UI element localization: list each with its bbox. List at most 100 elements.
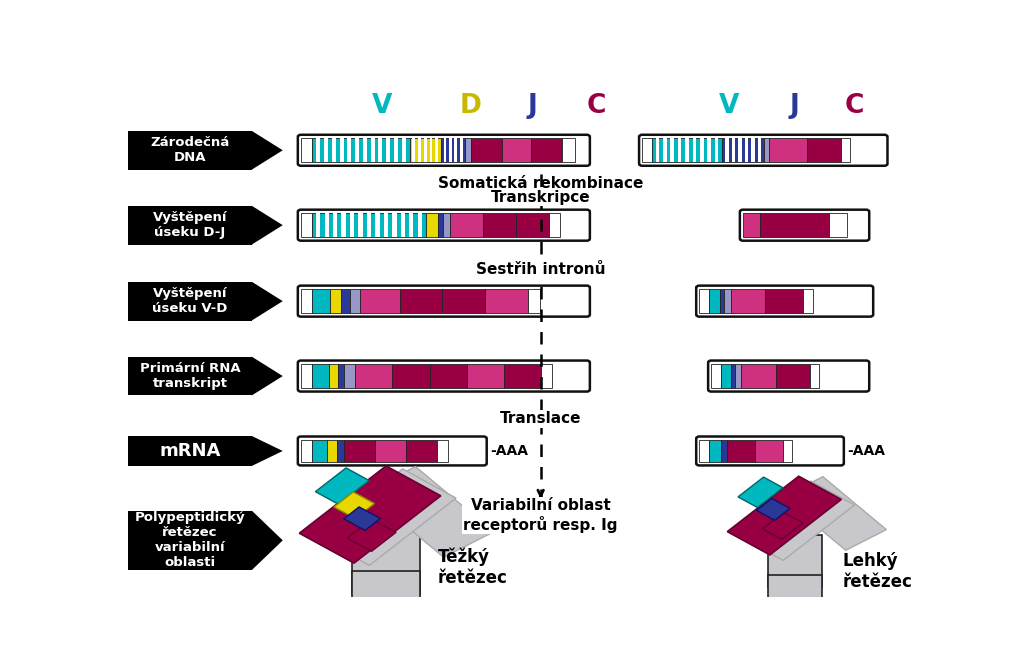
Bar <box>384 213 388 237</box>
Bar <box>379 138 382 162</box>
Bar <box>721 364 731 388</box>
Bar <box>783 440 792 462</box>
Bar <box>743 213 760 237</box>
Bar <box>337 440 343 462</box>
Bar <box>442 289 485 313</box>
Bar <box>441 138 465 162</box>
Bar <box>338 364 344 388</box>
Bar <box>430 138 432 162</box>
Bar <box>735 364 741 388</box>
Bar <box>362 138 367 162</box>
Bar <box>699 440 709 462</box>
Bar <box>340 138 343 162</box>
Polygon shape <box>252 436 283 466</box>
Text: Polypeptidický
řetězec
variabilní
oblasti: Polypeptidický řetězec variabilní oblast… <box>134 511 245 570</box>
Bar <box>642 138 652 162</box>
Bar <box>418 213 422 237</box>
Bar <box>504 364 541 388</box>
Text: Zárodečná
DNA: Zárodečná DNA <box>151 136 229 164</box>
Bar <box>128 282 252 321</box>
Bar <box>301 213 312 237</box>
Bar <box>350 213 354 237</box>
Bar <box>312 440 327 462</box>
Bar <box>359 289 399 313</box>
Polygon shape <box>768 575 821 614</box>
Bar <box>732 138 735 162</box>
Bar <box>715 138 719 162</box>
Bar <box>738 138 741 162</box>
Bar <box>503 138 531 162</box>
Bar <box>460 138 463 162</box>
Bar <box>655 138 659 162</box>
Bar <box>692 138 696 162</box>
Bar <box>758 138 761 162</box>
Polygon shape <box>252 511 283 570</box>
FancyBboxPatch shape <box>696 286 873 317</box>
Text: Těžký
řetězec: Těžký řetězec <box>437 548 507 587</box>
Text: Vyštěpení
úseku D-J: Vyštěpení úseku D-J <box>153 211 227 239</box>
Bar <box>410 213 414 237</box>
Polygon shape <box>347 519 396 552</box>
Bar <box>406 440 436 462</box>
Bar <box>367 213 371 237</box>
Bar <box>483 213 516 237</box>
Bar <box>399 289 442 313</box>
Polygon shape <box>315 469 456 566</box>
Bar <box>436 440 447 462</box>
Bar <box>678 138 682 162</box>
FancyBboxPatch shape <box>696 437 844 466</box>
Bar <box>128 357 252 395</box>
Bar <box>437 213 443 237</box>
Bar <box>663 138 667 162</box>
Bar <box>301 289 312 313</box>
Bar <box>752 138 755 162</box>
Bar <box>386 138 390 162</box>
Bar <box>810 364 819 388</box>
Polygon shape <box>768 535 821 587</box>
Bar <box>765 289 803 313</box>
Text: J: J <box>527 93 538 119</box>
Bar <box>330 289 341 313</box>
Polygon shape <box>738 477 783 507</box>
Bar <box>347 138 351 162</box>
Bar <box>426 213 437 237</box>
Text: mRNA: mRNA <box>159 442 220 460</box>
Bar <box>803 289 813 313</box>
Polygon shape <box>757 499 790 520</box>
Bar <box>355 138 359 162</box>
Bar <box>731 289 765 313</box>
Bar <box>327 440 337 462</box>
FancyBboxPatch shape <box>298 437 486 466</box>
Bar <box>721 440 727 462</box>
Bar <box>769 138 807 162</box>
Bar <box>467 364 504 388</box>
Bar <box>128 436 252 466</box>
Bar <box>531 138 562 162</box>
Bar <box>316 213 321 237</box>
Bar <box>392 364 430 388</box>
Bar <box>410 138 441 162</box>
Bar <box>725 138 729 162</box>
Bar <box>329 364 338 388</box>
Text: Somatická rekombinace: Somatická rekombinace <box>438 176 643 191</box>
Bar <box>325 213 329 237</box>
Bar <box>708 138 711 162</box>
Bar <box>301 440 312 462</box>
Polygon shape <box>366 466 494 557</box>
Polygon shape <box>352 527 420 594</box>
Bar <box>371 138 375 162</box>
Bar <box>341 213 346 237</box>
Bar <box>376 213 380 237</box>
Polygon shape <box>739 481 855 560</box>
Bar <box>724 289 731 313</box>
Bar <box>430 364 467 388</box>
Bar <box>394 138 398 162</box>
Bar <box>316 138 321 162</box>
Bar <box>699 289 709 313</box>
Text: V: V <box>720 93 739 119</box>
Bar <box>344 364 355 388</box>
Bar <box>333 213 337 237</box>
Bar <box>541 364 552 388</box>
Bar <box>671 138 674 162</box>
FancyBboxPatch shape <box>298 286 590 317</box>
